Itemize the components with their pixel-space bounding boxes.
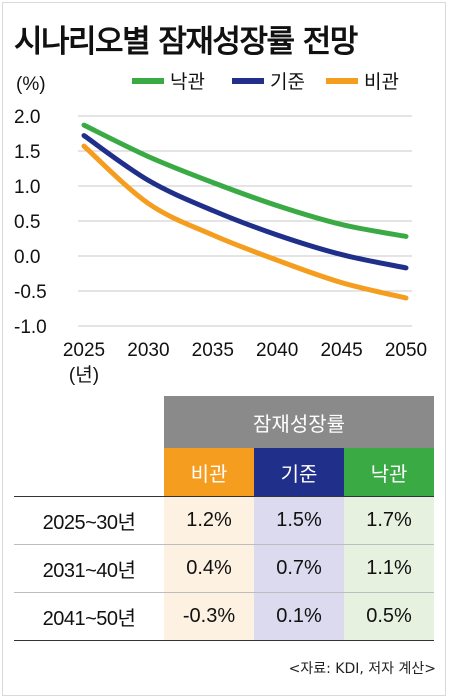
series-line [81,133,409,271]
series-line [81,122,409,239]
growth-rate-table: 잠재성장률 비관 기준 낙관 2025~30년 1.2% 1.5% 1.7% 2… [14,396,435,641]
cell-baseline: 0.1% [254,592,344,641]
y-tick-label: 2.0 [14,107,40,128]
cell-baseline: 0.7% [254,544,344,593]
y-axis-unit-label: (%) [16,74,46,95]
chart-title: 시나리오별 잠재성장률 전망 [14,24,358,60]
series-line [81,143,409,301]
scenario-header-optimistic: 낙관 [344,448,435,497]
table-corner-lower [14,448,164,497]
y-tick-label: -1.0 [14,317,47,338]
y-tick-label: 1.0 [14,177,40,198]
table-row: 2025~30년 1.2% 1.5% 1.7% [14,496,435,545]
source-note: <자료: KDI, 저자 계산> [288,661,436,677]
table-row: 2041~50년 -0.3% 0.1% 0.5% [14,592,435,641]
table-corner [14,396,164,448]
cell-pessimistic: 1.2% [164,496,254,545]
y-tick-label: 1.5 [14,142,40,163]
line-chart: 2.0 1.5 1.0 0.5 0.0 -0.5 -1.0 (%) 2025 2030 2035 20… [14,71,427,386]
cell-pessimistic: 0.4% [164,544,254,593]
legend-label: 기준 [270,71,305,93]
figure-frame [2,2,446,696]
x-tick-label: 2050 [385,340,427,361]
x-tick-label: 2025 [63,340,105,361]
row-period-label: 2031~40년 [14,544,164,593]
cell-baseline: 1.5% [254,496,344,545]
x-tick-label: 2030 [127,340,169,361]
row-period-label: 2041~50년 [14,592,164,641]
cell-optimistic: 0.5% [344,592,435,641]
cell-pessimistic: -0.3% [164,592,254,641]
x-tick-label: 2040 [256,340,298,361]
x-tick-label: 2035 [192,340,234,361]
table-group-header: 잠재성장률 [164,396,435,448]
x-tick-label: 2045 [320,340,362,361]
scenario-header-baseline: 기준 [254,448,344,497]
legend-label: 비관 [364,71,399,93]
x-axis-unit-label: (년) [69,364,99,386]
cell-optimistic: 1.1% [344,544,435,593]
table-row: 2031~40년 0.4% 0.7% 1.1% [14,544,435,593]
legend-label: 낙관 [170,71,205,93]
y-tick-label: 0.0 [14,247,40,268]
y-tick-label: 0.5 [14,212,40,233]
row-period-label: 2025~30년 [14,496,164,545]
scenario-header-pessimistic: 비관 [164,448,254,497]
cell-optimistic: 1.7% [344,496,435,545]
y-tick-label: -0.5 [14,282,47,303]
